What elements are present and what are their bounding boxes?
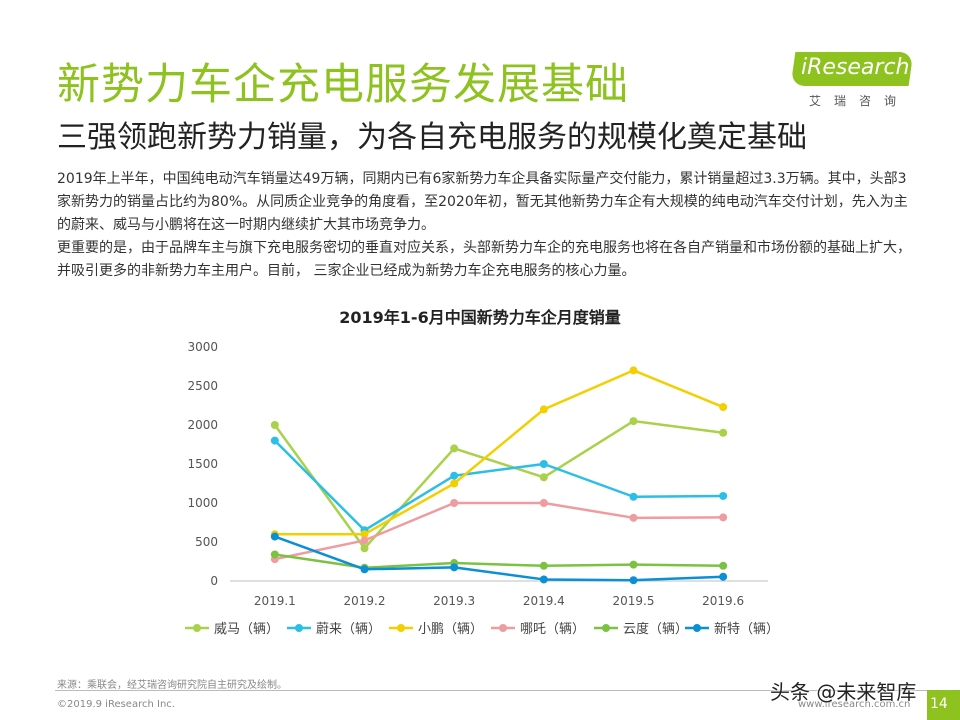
data-point <box>270 421 279 429</box>
legend-swatch-marker <box>602 624 610 632</box>
legend-label: 小鹏（辆） <box>418 622 483 637</box>
legend-swatch-marker <box>693 624 701 632</box>
y-tick-label: 500 <box>195 535 218 549</box>
page-number-tab <box>927 690 960 720</box>
x-tick-label: 2019.4 <box>523 594 565 608</box>
data-point <box>450 563 459 572</box>
data-point <box>719 491 728 500</box>
logo-text: iResearch <box>801 55 910 80</box>
data-point <box>360 565 369 574</box>
data-point <box>270 550 279 559</box>
data-point <box>450 499 459 507</box>
x-tick-label: 2019.2 <box>344 594 386 608</box>
x-tick-label: 2019.5 <box>613 594 655 608</box>
x-tick-label: 2019.1 <box>254 594 296 608</box>
data-point <box>719 513 728 522</box>
data-point <box>539 460 548 468</box>
legend-label: 蔚来（辆） <box>316 622 381 637</box>
series-line-2 <box>273 439 724 532</box>
x-tick-label: 2019.6 <box>702 594 744 608</box>
watermark-text: 头条 @未来智库 <box>770 680 917 704</box>
data-point <box>539 405 548 414</box>
data-point <box>539 499 548 507</box>
legend-swatch-marker <box>193 624 201 632</box>
data-point <box>719 403 728 412</box>
page-number: 14 <box>930 696 948 712</box>
data-point <box>450 471 459 480</box>
y-tick-label: 2500 <box>187 379 218 393</box>
data-point <box>360 544 369 553</box>
y-tick-label: 1500 <box>187 457 218 471</box>
logo-subtext: 艾瑞咨询 <box>809 94 910 108</box>
y-tick-label: 1000 <box>187 496 218 510</box>
source-note: 来源：乘联会，经艾瑞咨询研究院自主研究及绘制。 <box>57 680 287 691</box>
body-paragraph-2: 更重要的是，由于品牌车主与旗下充电服务密切的垂直对应关系，头部新势力车企的充电服… <box>57 240 911 279</box>
footer-divider <box>55 690 927 691</box>
legend-label: 哪吒（辆） <box>520 622 585 637</box>
series-line-5 <box>274 553 724 569</box>
chart-title: 2019年1-6月中国新势力车企月度销量 <box>339 308 621 327</box>
series-line-1 <box>273 419 724 550</box>
website-link[interactable]: www.iresearch.com.cn <box>798 699 911 710</box>
legend-label: 威马（辆） <box>214 622 279 637</box>
data-point <box>360 536 369 545</box>
data-point <box>629 560 638 569</box>
data-point <box>719 428 728 437</box>
data-point <box>450 479 459 488</box>
data-point <box>629 417 638 426</box>
legend-label: 新特（辆） <box>714 621 779 637</box>
page-subtitle: 三强领跑新势力销量，为各自充电服务的规模化奠定基础 <box>57 120 807 155</box>
page-title: 新势力车企充电服务发展基础 <box>57 60 629 110</box>
data-point <box>450 444 459 453</box>
y-tick-label: 0 <box>210 574 218 588</box>
y-tick-label: 2000 <box>187 418 218 432</box>
legend-swatch-marker <box>397 624 405 632</box>
legend-swatch-marker <box>499 624 507 632</box>
data-point <box>539 575 548 584</box>
series-line-4 <box>274 501 724 561</box>
data-point <box>629 576 638 585</box>
series-line-3 <box>274 369 724 536</box>
iresearch-logo: iResearch 艾瑞咨询 <box>790 52 918 108</box>
series-line-6 <box>274 535 724 582</box>
data-point <box>539 473 548 482</box>
data-point <box>629 366 638 375</box>
data-point <box>270 532 279 541</box>
data-point <box>270 436 279 445</box>
legend-swatch-marker <box>295 624 303 632</box>
body-paragraph-1: 2019年上半年，中国纯电动汽车销量达49万辆，同期内已有6家新势力车企具备实际… <box>57 171 908 233</box>
x-tick-label: 2019.3 <box>433 594 475 608</box>
data-point <box>360 530 369 539</box>
copyright-text: ©2019.9 iResearch Inc. <box>57 699 175 710</box>
data-point <box>719 572 728 581</box>
y-tick-label: 3000 <box>187 340 218 354</box>
data-point <box>629 492 638 501</box>
data-point <box>719 561 728 570</box>
data-point <box>539 561 548 570</box>
legend-label: 云度（辆） <box>623 621 688 637</box>
data-point <box>629 513 638 522</box>
